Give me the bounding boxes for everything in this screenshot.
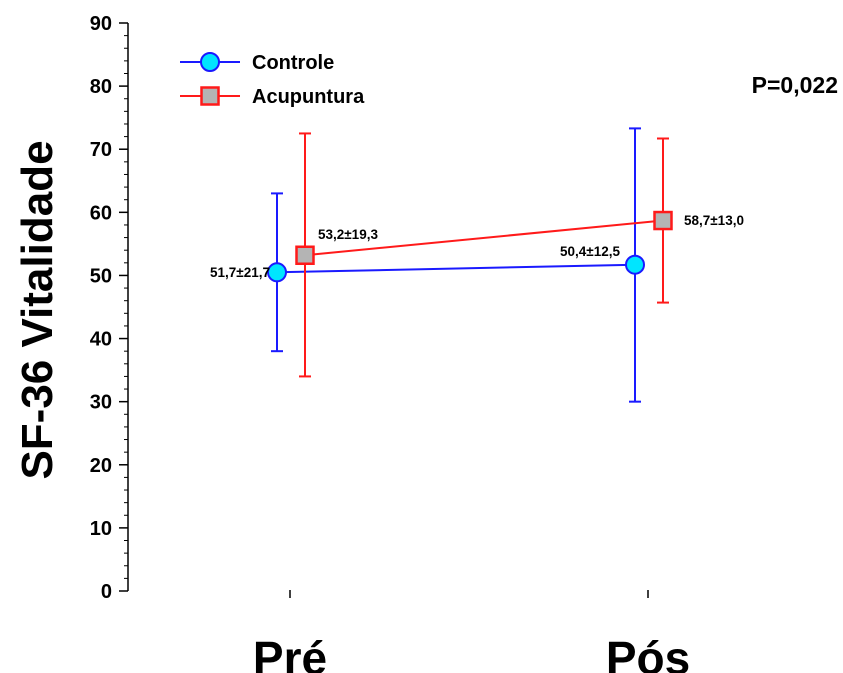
- y-tick-label: 80: [90, 76, 112, 98]
- y-tick-label: 70: [90, 139, 112, 161]
- data-label: 50,4±12,5: [560, 244, 620, 259]
- legend: Controle Acupuntura: [180, 52, 365, 108]
- y-tick-label: 40: [90, 329, 112, 351]
- legend-label: Acupuntura: [252, 86, 365, 108]
- y-tick-label: 20: [90, 455, 112, 477]
- data-label: 53,2±19,3: [318, 227, 378, 242]
- series-line: [276, 263, 636, 274]
- data-label: 51,7±21,7: [210, 265, 270, 280]
- data-point: [267, 262, 287, 283]
- data-label: 58,7±13,0: [684, 213, 744, 228]
- axes: 0 10 20 30 40 50 60 70 80 90 Pré Pós: [90, 13, 690, 673]
- x-category-label: Pós: [606, 632, 690, 673]
- legend-marker: [200, 86, 220, 106]
- y-tick-label: 50: [90, 265, 112, 287]
- labels-layer: 51,7±21,7 50,4±12,5 53,2±19,3 58,7±13,0: [210, 213, 744, 280]
- y-tick-label: 60: [90, 202, 112, 224]
- series-line: [304, 219, 664, 257]
- legend-marker: [200, 52, 220, 72]
- x-category-label: Pré: [253, 632, 327, 673]
- y-tick-label: 10: [90, 518, 112, 540]
- series-layer: [267, 127, 673, 403]
- legend-label: Controle: [252, 52, 334, 74]
- y-tick-label: 30: [90, 392, 112, 414]
- p-value-annotation: P=0,022: [752, 72, 838, 98]
- data-point: [295, 245, 315, 265]
- series-acupuntura: [295, 132, 673, 378]
- y-tick-label: 90: [90, 13, 112, 35]
- data-point: [653, 210, 673, 231]
- y-tick-label: 0: [101, 581, 112, 603]
- series-controle: [267, 127, 645, 403]
- y-axis-title: SF-36 Vitalidade: [13, 140, 62, 479]
- data-point: [625, 254, 645, 275]
